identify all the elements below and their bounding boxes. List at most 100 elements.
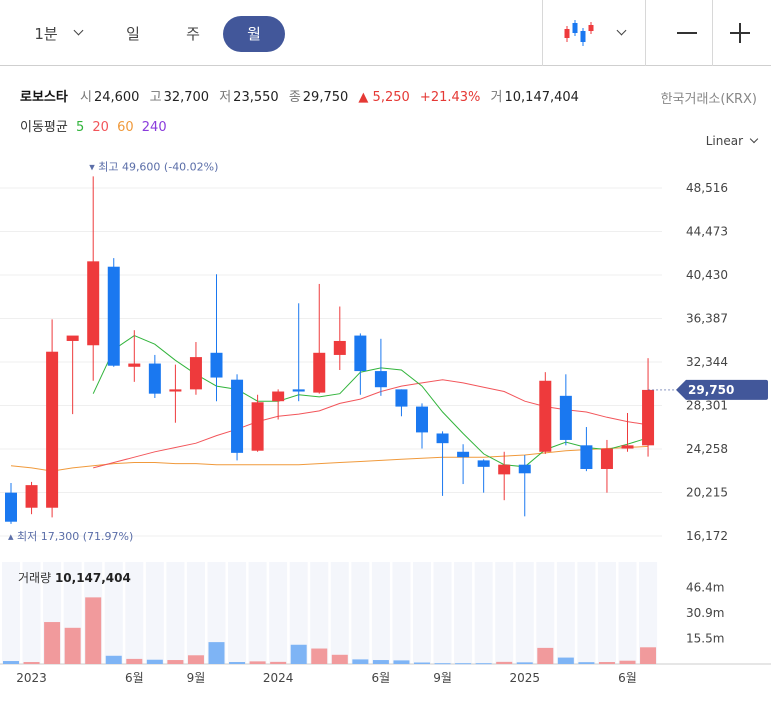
scale-selector[interactable]: Linear [705,134,759,148]
current-price-tag [676,379,768,400]
volume-bar [414,662,430,664]
toolbar-divider [712,0,713,66]
volume-bar [3,661,19,664]
candle-body [333,340,346,355]
volume-column-bg [2,562,20,664]
volume-title: 거래량 10,147,404 [18,571,131,585]
candle-body [395,389,408,407]
candle-body [457,451,470,458]
volume-column-bg [310,562,329,664]
volume-bar [311,648,328,664]
period-tab-month[interactable]: 월 [223,16,285,52]
y-tick-label: 48,516 [686,181,728,195]
volume-bar [455,663,472,665]
close-price: 29,750 [302,90,349,105]
ma60-line [10,445,649,472]
y-tick-label: 44,473 [686,225,728,239]
volume-column-bg [248,562,267,664]
volume-bar [270,661,287,664]
exchange-name: 한국거래소(KRX) [660,92,757,107]
y-tick-label: 40,430 [686,268,728,282]
stock-name: 로보스타 [20,90,68,105]
candle-body [642,389,655,446]
volume-column-bg [577,562,596,664]
candle-body [25,485,38,508]
period-tab-minute[interactable]: 1분 [34,25,58,43]
candle-body [66,335,79,341]
toolbar-divider [542,0,543,66]
volume-bar [187,655,204,664]
x-tick-label: 6월 [372,671,391,685]
candle-body [189,357,202,390]
x-tick-label: 9월 [433,671,452,685]
volume-column-bg [597,562,616,664]
period-tab-week[interactable]: 주 [186,25,200,43]
volume-column-bg [166,562,185,664]
y-tick-label: 36,387 [686,312,728,326]
low-label: 저 [219,90,232,105]
candle-body [292,389,305,392]
candle-body [46,351,59,508]
volume-bar [146,659,163,664]
volume-bar [44,622,61,664]
volume-column-bg [207,562,226,664]
candle-body [621,445,634,449]
volume-column-bg [269,562,288,664]
volume-column-bg [618,562,637,664]
ma-label: 이동평균 [20,120,68,135]
volume-bar [557,657,574,664]
candle-body [128,363,141,367]
scale-mode-label: Linear [705,134,743,148]
volume-column-bg [371,562,390,664]
volume-bar [208,642,225,664]
volume-tick-label: 46.4m [686,581,724,595]
volume-column-bg [639,562,658,664]
period-tab-day[interactable]: 일 [126,25,140,43]
volume-bar [372,660,389,664]
volume-column-bg [186,562,205,664]
ma20-legend: 20 [92,120,109,135]
volume-bar [85,597,102,664]
min-price-marker: ▴ 최저 17,300 (71.97%) [8,530,133,543]
y-tick-label: 32,344 [686,355,728,369]
zoom-out-icon[interactable] [677,32,697,34]
volume-value: 10,147,404 [504,90,579,105]
volume-column-bg [515,562,534,664]
candle-body [148,363,161,394]
volume-column-bg [413,562,431,664]
volume-column-bg [145,562,164,664]
current-price-label: 29,750 [688,383,734,397]
volume-column-bg [454,562,473,664]
volume-column-bg [228,562,247,664]
candlestick-type-icon[interactable] [563,18,595,48]
candle-body [210,352,223,378]
candle-body [5,492,17,522]
candle-body [354,335,367,372]
ma5-line [92,335,649,468]
volume-column-bg [125,562,144,664]
toolbar-divider [645,0,646,66]
max-price-marker: ▾ 최고 49,600 (-40.02%) [89,160,218,173]
candle-body [169,389,182,392]
volume-bar [496,661,513,664]
volume-bar [516,662,533,664]
volume-bar [64,627,81,664]
volume-column-bg [289,562,308,664]
candle-body [600,448,613,469]
volume-bar [640,647,657,664]
period-toolbar: 1분 일 주 월 [0,0,771,66]
volume-column-bg [536,562,555,664]
volume-column-bg [392,562,411,664]
volume-bar [352,659,369,664]
moving-average-legend[interactable]: 이동평균 5 20 60 240 [20,116,171,135]
x-tick-label: 2023 [16,671,47,685]
volume-label: 거 [490,90,503,105]
volume-bar [290,644,307,664]
x-tick-label: 9월 [187,671,206,685]
stock-info-bar: 로보스타 시 24,600 고 32,700 저 23,550 종 29,750 ▲ 5… [20,86,585,105]
price-change: ▲ 5,250 [358,90,410,105]
volume-bar [23,662,40,664]
volume-column-bg [474,562,493,664]
candle-body [416,406,428,433]
